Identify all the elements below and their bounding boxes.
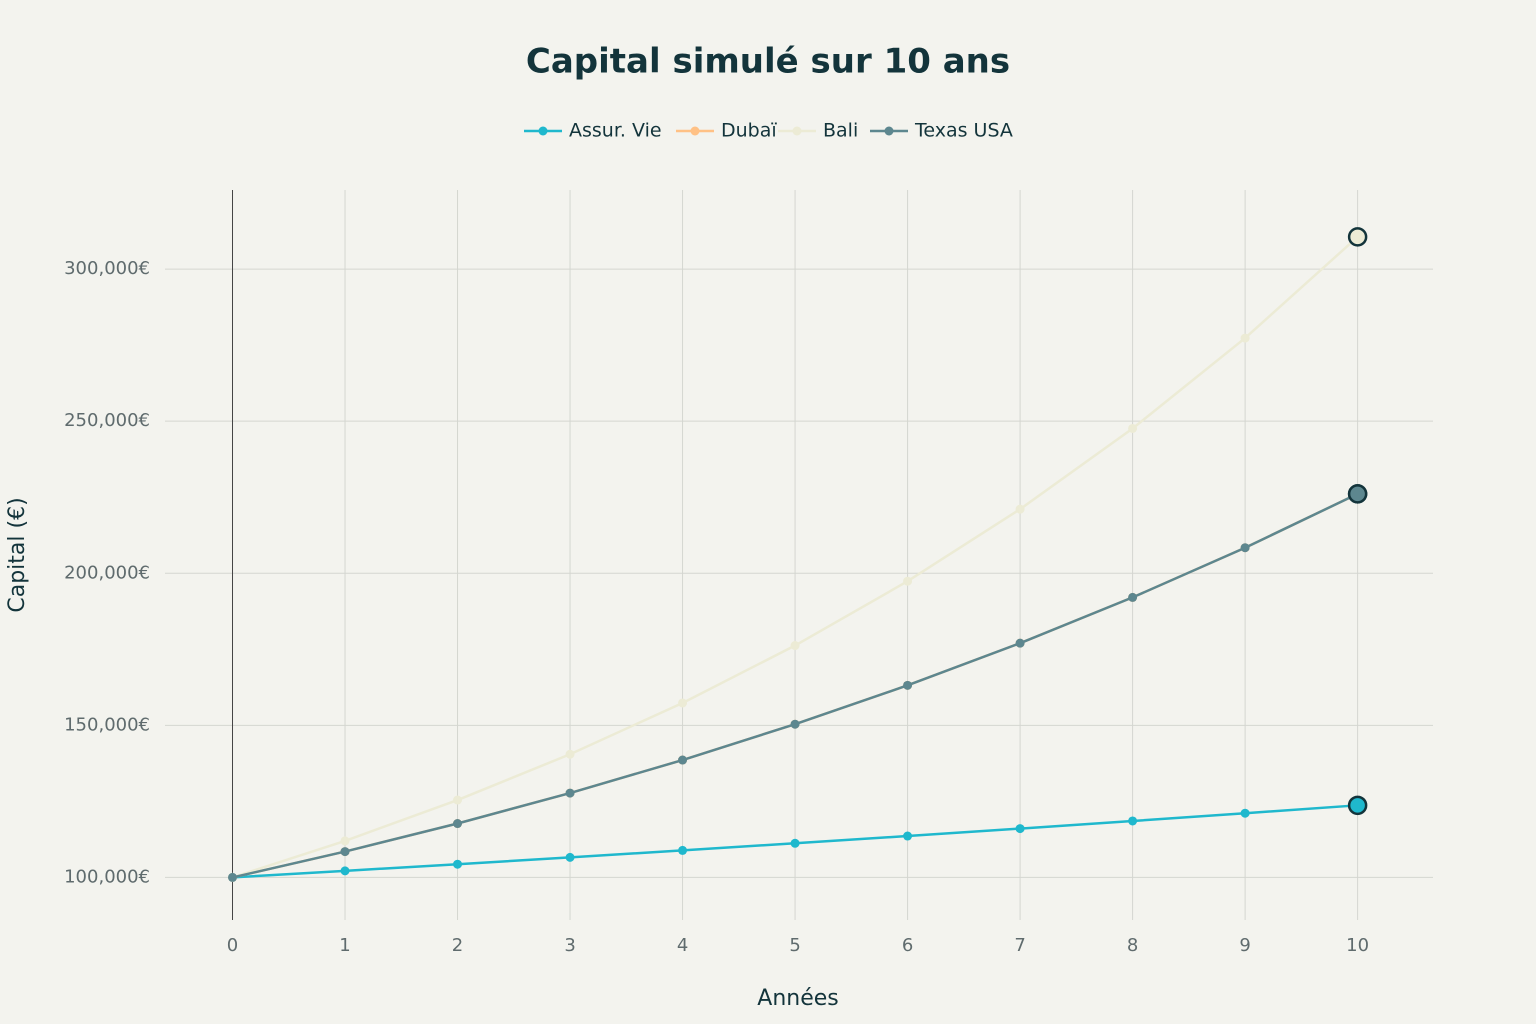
data-point bbox=[678, 845, 688, 855]
data-point bbox=[903, 576, 913, 586]
data-point bbox=[453, 859, 463, 869]
data-point bbox=[903, 680, 913, 690]
data-point bbox=[1240, 808, 1250, 818]
x-tick-label: 1 bbox=[339, 935, 350, 956]
x-tick-label: 10 bbox=[1346, 935, 1369, 956]
data-point bbox=[228, 872, 238, 882]
legend-marker bbox=[792, 126, 802, 136]
data-point bbox=[565, 788, 575, 798]
legend-label: Dubaï bbox=[721, 120, 777, 142]
data-point bbox=[678, 755, 688, 765]
legend-label: Bali bbox=[823, 120, 858, 142]
data-point bbox=[1015, 504, 1025, 514]
data-point bbox=[903, 831, 913, 841]
chart-title: Capital simulé sur 10 ans bbox=[526, 42, 1010, 82]
legend-marker bbox=[538, 126, 548, 136]
y-axis-label: Capital (€) bbox=[5, 497, 30, 612]
x-axis-label: Années bbox=[757, 986, 838, 1011]
legend-label: Assur. Vie bbox=[569, 120, 662, 142]
data-point bbox=[453, 795, 463, 805]
data-point bbox=[1347, 484, 1368, 504]
data-point bbox=[340, 847, 350, 857]
data-point bbox=[1128, 592, 1138, 602]
data-point bbox=[678, 698, 688, 708]
x-tick-label: 5 bbox=[789, 935, 800, 956]
legend-label: Texas USA bbox=[914, 120, 1013, 142]
data-point bbox=[340, 866, 350, 876]
x-tick-label: 8 bbox=[1127, 935, 1138, 956]
x-tick-label: 3 bbox=[564, 935, 575, 956]
x-tick-label: 7 bbox=[1014, 935, 1025, 956]
y-tick-label: 250,000€ bbox=[64, 410, 150, 431]
data-point bbox=[453, 819, 463, 829]
data-point bbox=[340, 836, 350, 846]
data-point bbox=[565, 852, 575, 862]
x-tick-label: 2 bbox=[452, 935, 463, 956]
x-tick-label: 6 bbox=[902, 935, 913, 956]
data-point bbox=[1240, 543, 1250, 553]
x-tick-label: 4 bbox=[677, 935, 688, 956]
y-tick-label: 100,000€ bbox=[64, 866, 150, 887]
y-tick-label: 150,000€ bbox=[64, 714, 150, 735]
data-point bbox=[1347, 227, 1368, 247]
data-point bbox=[565, 749, 575, 759]
data-point bbox=[1128, 423, 1138, 433]
data-point bbox=[790, 838, 800, 848]
x-tick-label: 0 bbox=[227, 935, 238, 956]
legend-marker bbox=[884, 126, 894, 136]
data-point bbox=[790, 719, 800, 729]
y-tick-label: 300,000€ bbox=[64, 258, 150, 279]
data-point bbox=[1240, 333, 1250, 343]
x-tick-label: 9 bbox=[1239, 935, 1250, 956]
data-point bbox=[1347, 795, 1368, 816]
data-point bbox=[790, 641, 800, 651]
data-point bbox=[1015, 824, 1025, 834]
y-tick-label: 200,000€ bbox=[64, 562, 150, 583]
legend-marker bbox=[690, 126, 700, 136]
data-point bbox=[1015, 638, 1025, 648]
data-point bbox=[1128, 816, 1138, 826]
